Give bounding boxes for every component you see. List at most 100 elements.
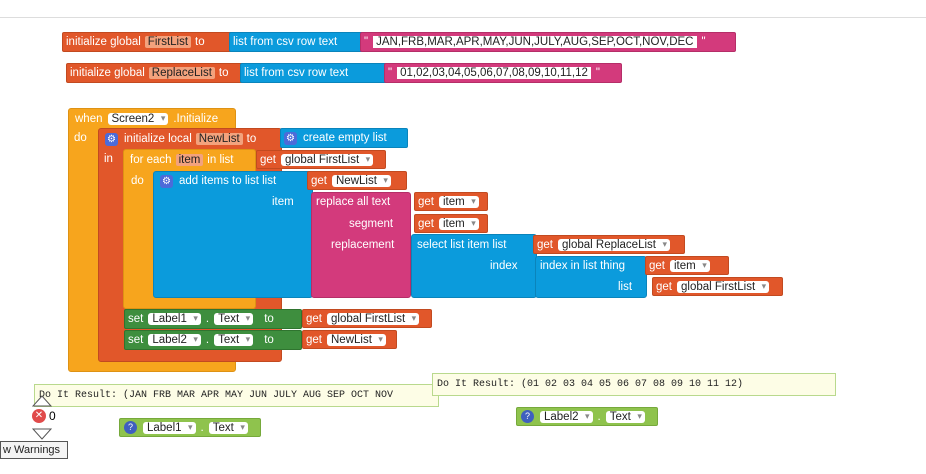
set-label: set (128, 334, 144, 346)
get-newlist-block[interactable]: get NewList (307, 171, 407, 190)
var-dropdown[interactable]: global ReplaceList (558, 238, 670, 251)
set-label: set (128, 313, 144, 325)
component-dropdown[interactable]: Label1 (148, 313, 201, 325)
error-count: 0 (49, 409, 56, 423)
property-dropdown[interactable]: Text (214, 334, 254, 346)
get-label: get (260, 153, 276, 166)
init-global-replacelist-block[interactable]: initialize global ReplaceList to (66, 63, 246, 83)
in-label: in (104, 153, 113, 165)
do-it-result-bubble: Do It Result: (01 02 03 04 05 06 07 08 0… (432, 373, 836, 396)
var-name-field[interactable]: ReplaceList (148, 67, 215, 79)
index-in-list-block[interactable] (535, 256, 647, 298)
label1-text-getter-block[interactable]: ? Label1 . Text (119, 418, 261, 437)
var-dropdown[interactable]: global FirstList (677, 280, 770, 293)
select-list-item-label: select list item list (417, 239, 507, 251)
get-label: get (649, 259, 665, 272)
warning-toggle-down-icon[interactable] (32, 428, 52, 440)
get-global-firstlist-block[interactable]: get global FirstList (302, 309, 432, 328)
var-dropdown[interactable]: NewList (332, 174, 391, 187)
label2-text-getter-block[interactable]: ? Label2 . Text (516, 407, 658, 426)
replace-all-text-block[interactable] (311, 192, 411, 298)
event-name: .Initialize (173, 113, 219, 125)
create-empty-list-block[interactable]: ⚙ create empty list (280, 128, 408, 148)
replacement-label: replacement (331, 239, 395, 251)
var-dropdown[interactable]: item (670, 259, 710, 272)
init-local-header: ⚙ initialize local NewList to (102, 130, 259, 148)
component-dropdown[interactable]: Label1 (143, 421, 196, 434)
set-label1-text-block[interactable]: set Label1 . Text to (124, 309, 302, 329)
add-items-header: ⚙ add items to list list (157, 172, 279, 190)
var-dropdown[interactable]: NewList (327, 333, 386, 346)
warning-toggle-up-icon[interactable] (32, 395, 52, 407)
segment-label: segment (349, 218, 394, 230)
get-label: get (306, 312, 322, 325)
error-indicator[interactable]: ✕ 0 (32, 409, 56, 423)
list-from-csv-block[interactable]: list from csv row text (240, 63, 390, 83)
fn-label: list from csv row text (233, 36, 338, 48)
item-socket-label: item (272, 196, 294, 208)
gear-icon[interactable]: ⚙ (160, 174, 173, 188)
gear-icon[interactable]: ⚙ (105, 132, 118, 146)
property-dropdown[interactable]: Text (605, 410, 645, 423)
get-item-block[interactable]: get item (414, 192, 488, 211)
set-label2-text-block[interactable]: set Label2 . Text to (124, 330, 302, 350)
component-dropdown[interactable]: Label2 (148, 334, 201, 346)
index-in-list-label: index in list thing (540, 260, 626, 272)
get-item-block[interactable]: get item (645, 256, 729, 275)
add-items-label: add items to list list (179, 175, 277, 187)
get-label: get (306, 333, 322, 346)
to-label: to (195, 36, 205, 48)
in-list-label: in list (207, 154, 234, 166)
var-dropdown[interactable]: item (439, 217, 479, 230)
var-dropdown[interactable]: global FirstList (327, 312, 420, 325)
get-global-firstlist-block[interactable]: get global FirstList (652, 277, 783, 296)
var-dropdown[interactable]: item (439, 195, 479, 208)
text-string-block[interactable]: " JAN,FRB,MAR,APR,MAY,JUN,JULY,AUG,SEP,O… (360, 32, 736, 52)
to-label: to (264, 313, 274, 325)
to-label: to (218, 67, 229, 79)
do-it-result-bubble: Do It Result: (JAN FRB MAR APR MAY JUN J… (34, 384, 439, 407)
top-divider (0, 17, 926, 18)
init-global-firstlist-block[interactable]: initialize global FirstList to (62, 32, 234, 52)
do-label: do (131, 175, 144, 187)
property-dropdown[interactable]: Text (214, 313, 254, 325)
get-item-block[interactable]: get item (414, 214, 488, 233)
to-label: to (264, 334, 274, 346)
fn-label: list from csv row text (244, 67, 349, 79)
for-each-label: for each (130, 154, 172, 166)
get-label: get (418, 217, 434, 230)
fn-label: create empty list (303, 132, 387, 144)
help-icon[interactable]: ? (521, 410, 534, 423)
component-dropdown[interactable]: Label2 (540, 410, 593, 423)
get-global-firstlist-block[interactable]: get global FirstList (256, 150, 386, 169)
help-icon[interactable]: ? (124, 421, 137, 434)
for-each-header: for each item in list (127, 151, 237, 169)
get-newlist-block[interactable]: get NewList (302, 330, 397, 349)
loop-var-field[interactable]: item (175, 154, 204, 166)
show-warnings-button[interactable]: w Warnings (0, 441, 68, 459)
error-icon: ✕ (32, 409, 46, 423)
var-dropdown[interactable]: global FirstList (281, 153, 374, 166)
replace-label: replace all text (316, 196, 391, 208)
get-label: get (656, 280, 672, 293)
event-header: when Screen2 .Initialize (72, 110, 221, 128)
add-items-to-list-block[interactable] (153, 171, 313, 298)
list-socket-label: list (618, 281, 633, 293)
list-from-csv-block[interactable]: list from csv row text (229, 32, 367, 52)
get-label: get (537, 238, 553, 251)
text-string-block[interactable]: " 01,02,03,04,05,06,07,08,09,10,11,12 " (384, 63, 622, 83)
local-var-field[interactable]: NewList (195, 133, 243, 145)
get-label: get (418, 195, 434, 208)
component-dropdown[interactable]: Screen2 (107, 113, 169, 125)
index-label: index (490, 260, 518, 272)
property-dropdown[interactable]: Text (208, 421, 248, 434)
select-list-item-block[interactable] (411, 234, 537, 298)
var-name-field[interactable]: FirstList (144, 36, 192, 48)
to-label: to (246, 133, 257, 145)
gear-icon[interactable]: ⚙ (284, 131, 297, 145)
csv-value[interactable]: 01,02,03,04,05,06,07,08,09,10,11,12 (397, 67, 591, 79)
init-local-prefix: initialize local (124, 133, 192, 145)
init-prefix: initialize global (66, 36, 141, 48)
csv-value[interactable]: JAN,FRB,MAR,APR,MAY,JUN,JULY,AUG,SEP,OCT… (373, 36, 697, 48)
get-global-replacelist-block[interactable]: get global ReplaceList (533, 235, 685, 254)
